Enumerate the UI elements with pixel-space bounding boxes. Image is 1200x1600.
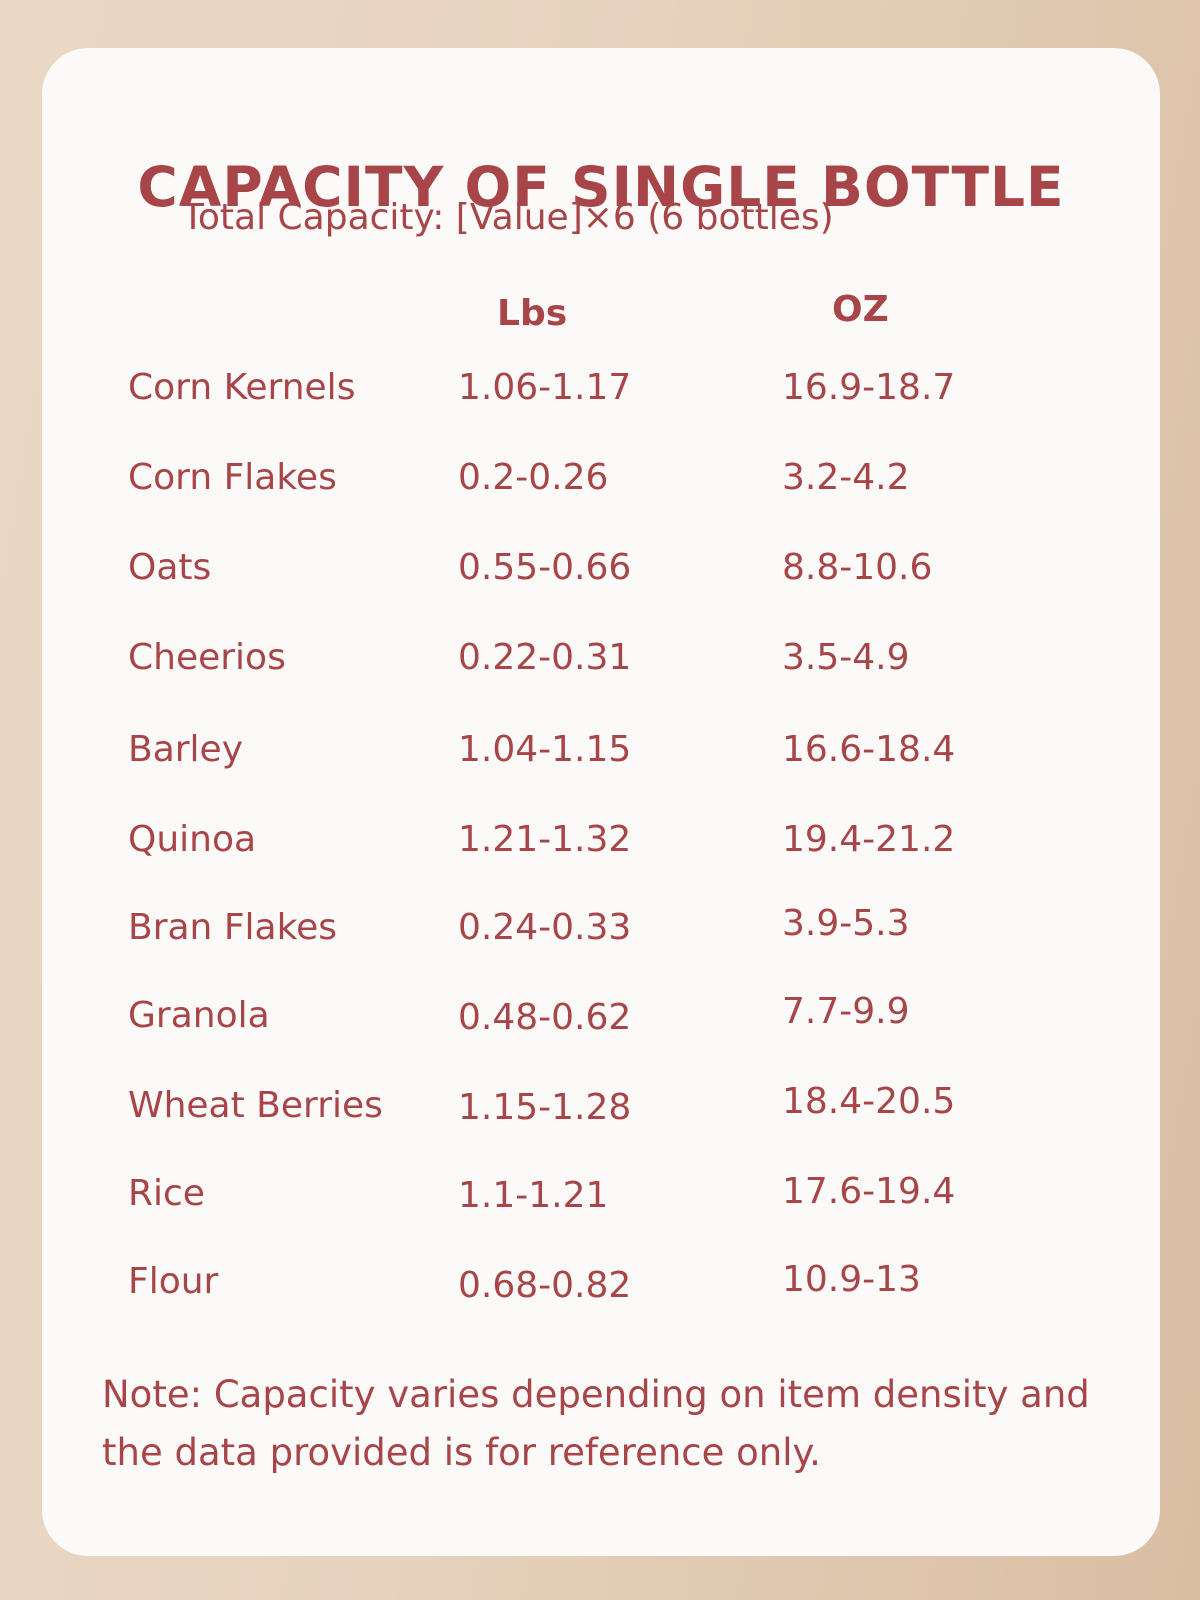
- row-lbs: 1.15-1.28: [458, 1087, 632, 1128]
- row-lbs: 0.48-0.62: [458, 997, 632, 1038]
- row-oz: 16.9-18.7: [782, 367, 956, 408]
- total-capacity-subtitle: Total Capacity: [Value]×6 (6 bottles): [182, 197, 834, 238]
- row-oz: 18.4-20.5: [782, 1081, 956, 1122]
- column-header-lbs: Lbs: [497, 293, 568, 334]
- row-oz: 3.5-4.9: [782, 637, 910, 678]
- row-lbs: 0.24-0.33: [458, 907, 632, 948]
- row-oz: 3.2-4.2: [782, 457, 910, 498]
- page-title: CAPACITY OF SINGLE BOTTLE: [137, 155, 1065, 219]
- row-lbs: 0.22-0.31: [458, 637, 632, 678]
- column-header-oz: OZ: [832, 289, 889, 330]
- row-name: Barley: [128, 729, 244, 770]
- row-oz: 7.7-9.9: [782, 991, 910, 1032]
- row-name: Cheerios: [128, 637, 286, 678]
- density-note: Note: Capacity varies depending on item …: [102, 1373, 1090, 1474]
- row-oz: 10.9-13: [782, 1259, 921, 1300]
- row-oz: 19.4-21.2: [782, 819, 956, 860]
- row-name: Bran Flakes: [128, 907, 338, 948]
- row-name: Quinoa: [128, 819, 257, 860]
- row-oz: 17.6-19.4: [782, 1171, 956, 1212]
- row-name: Oats: [128, 547, 212, 588]
- row-lbs: 1.06-1.17: [458, 367, 632, 408]
- row-name: Rice: [128, 1173, 205, 1214]
- row-name: Corn Flakes: [128, 457, 337, 498]
- row-lbs: 1.1-1.21: [458, 1175, 609, 1216]
- capacity-card: CAPACITY OF SINGLE BOTTLE Total Capacity…: [42, 48, 1160, 1556]
- row-name: Corn Kernels: [128, 367, 356, 408]
- row-oz: 16.6-18.4: [782, 729, 956, 770]
- row-lbs: 1.21-1.32: [458, 819, 632, 860]
- row-name: Flour: [128, 1261, 219, 1302]
- row-oz: 3.9-5.3: [782, 903, 910, 944]
- row-oz: 8.8-10.6: [782, 547, 933, 588]
- row-lbs: 0.68-0.82: [458, 1265, 632, 1306]
- row-lbs: 0.55-0.66: [458, 547, 632, 588]
- row-name: Granola: [128, 995, 270, 1036]
- row-lbs: 0.2-0.26: [458, 457, 609, 498]
- row-lbs: 1.04-1.15: [458, 729, 632, 770]
- row-name: Wheat Berries: [128, 1085, 383, 1126]
